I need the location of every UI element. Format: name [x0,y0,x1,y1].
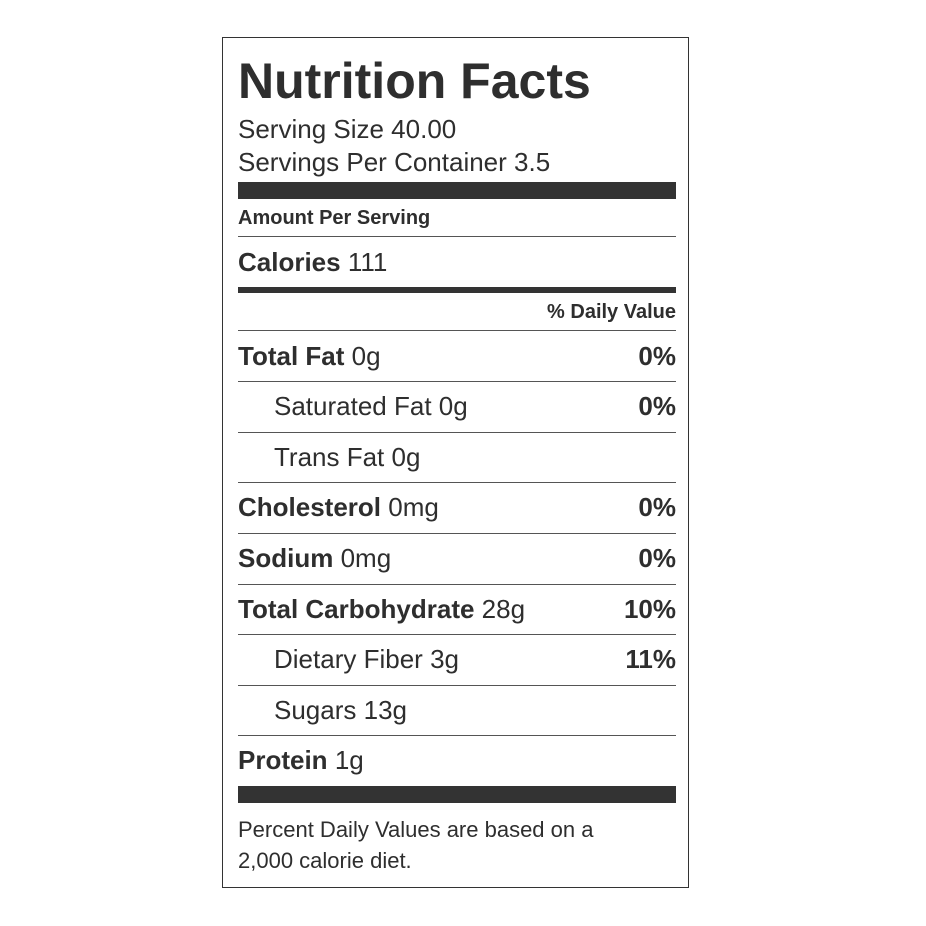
daily-value: 11% [625,644,676,675]
nutrient-amount: 13g [363,694,408,725]
footnote: Percent Daily Values are based on a 2,00… [238,817,594,873]
calories-label: Calories [238,247,341,277]
nutrient-label: Dietary Fiber [274,644,423,675]
title: Nutrition Facts [238,53,591,109]
nutrient-row: Trans Fat 0g [238,432,676,482]
rule [238,381,676,383]
nutrient: Total Fat 0g [238,341,381,372]
rule [238,482,676,484]
nutrient-label: Protein [238,745,328,776]
calories: Calories 111 [238,247,387,278]
nutrient: Sugars 13g [238,695,407,726]
nutrient: Sodium 0mg [238,543,391,574]
calories-value: 111 [347,247,388,277]
nutrient-row: Protein 1g [238,736,676,786]
nutrient-label: Total Carbohydrate [238,593,475,624]
label-box [222,37,689,888]
nutrient: Total Carbohydrate 28g [238,594,525,625]
nutrient: Trans Fat 0g [238,442,420,473]
nutrient-label: Saturated Fat [274,391,432,422]
nutrient-label: Sugars [274,694,357,725]
nutrient: Dietary Fiber 3g [238,644,459,675]
thick-rule [238,786,676,803]
nutrient-row: Total Carbohydrate 28g 10% [238,584,676,634]
daily-value: 0% [638,542,676,573]
nutrient-row: Total Fat 0g 0% [238,331,676,381]
nutrient-amount: 0g [391,441,421,472]
nutrient-amount: 3g [430,644,459,675]
daily-value: 0% [638,391,676,422]
nutrient-label: Total Fat [238,340,345,371]
nutrient-row: Cholesterol 0mg 0% [238,483,676,533]
dv-heading: % Daily Value [547,301,676,323]
nutrient-amount: 0g [438,391,468,422]
nutrient-label: Cholesterol [238,492,382,523]
medium-rule [238,287,676,293]
nutrient-row: Sugars 13g [238,685,676,735]
rule [238,634,676,636]
nutrient-amount: 0mg [340,542,392,573]
daily-value: 10% [623,593,676,624]
nutrient: Protein 1g [238,745,364,776]
nutrient-row: Sodium 0mg 0% [238,533,676,583]
daily-value: 0% [638,492,676,523]
nutrient-label: Trans Fat [274,441,385,472]
rule [238,330,676,331]
rule [238,431,676,433]
rule [238,684,676,686]
rule [238,735,676,737]
rule [238,583,676,585]
nutrient-amount: 28g [481,593,526,624]
rule [238,236,676,237]
rule [238,532,676,534]
nutrient: Cholesterol 0mg [238,492,439,523]
nutrient-label: Sodium [238,542,334,573]
serving-size: Serving Size 40.00 [238,114,457,144]
nutrient-row: Dietary Fiber 3g 11% [238,635,676,685]
nutrient-row: Saturated Fat 0g 0% [238,382,676,432]
nutrient-amount: 0mg [388,492,439,523]
nutrient-amount: 1g [334,745,364,776]
nutrient-amount: 0g [351,340,381,371]
amount-per-serving: Amount Per Serving [238,207,431,229]
servings-per-container: Servings Per Container 3.5 [238,147,551,177]
thick-rule [238,182,676,199]
daily-value: 0% [638,340,676,371]
nutrient: Saturated Fat 0g [238,391,468,422]
